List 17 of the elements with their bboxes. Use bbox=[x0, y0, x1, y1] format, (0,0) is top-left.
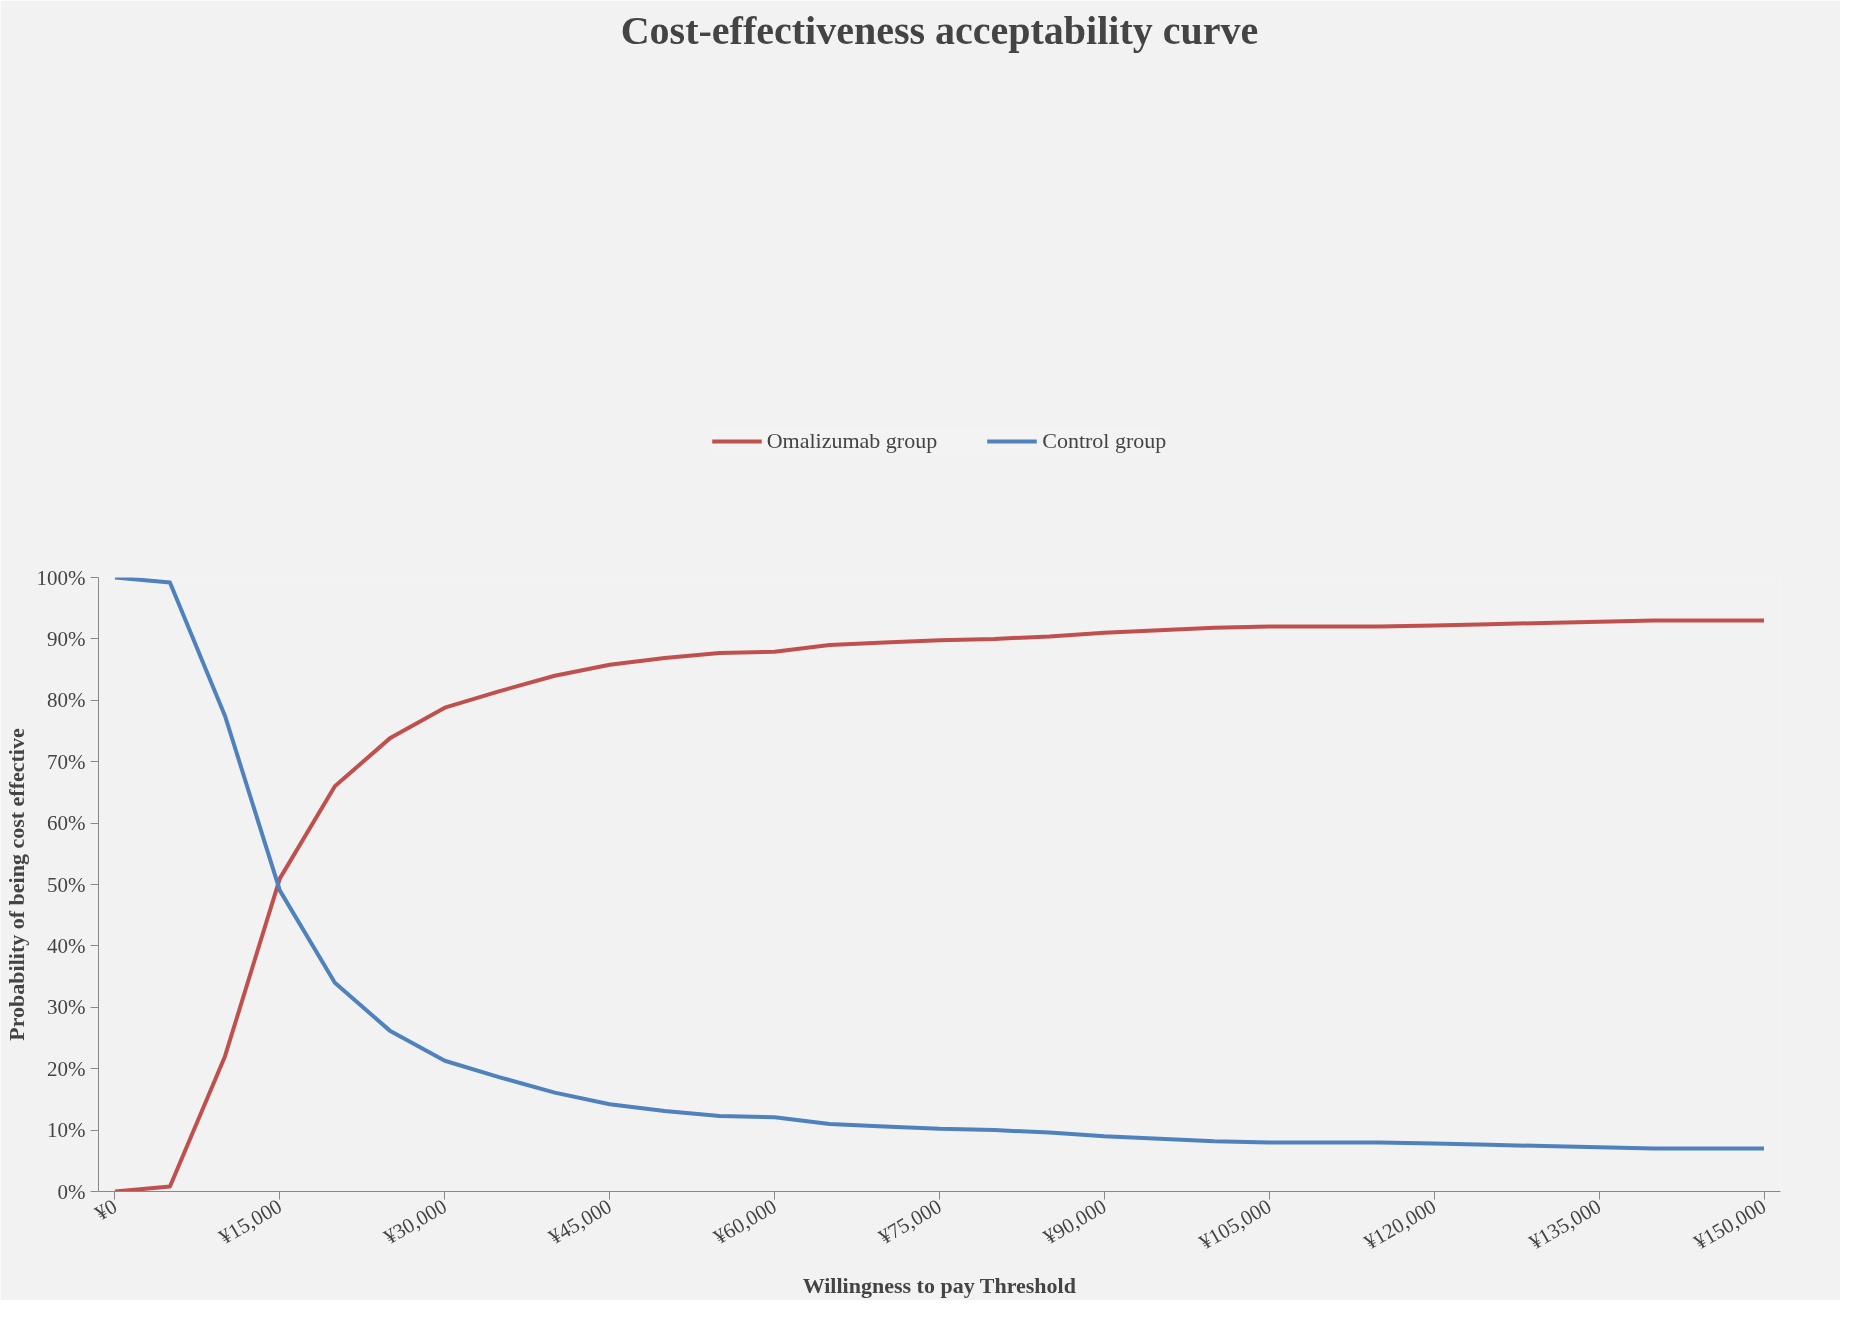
y-tick-label: 0% bbox=[57, 1179, 86, 1204]
y-tick-label: 70% bbox=[47, 749, 86, 774]
y-tick-label: 100% bbox=[36, 565, 86, 590]
x-axis-title: Willingness to pay Threshold bbox=[802, 1272, 1076, 1298]
y-tick-label: 80% bbox=[47, 688, 86, 713]
y-tick-label: 60% bbox=[47, 811, 86, 836]
y-tick-label: 40% bbox=[47, 933, 86, 958]
y-tick-label: 10% bbox=[47, 1118, 86, 1143]
y-tick-label: 20% bbox=[47, 1056, 86, 1081]
legend-label: Omalizumab group bbox=[766, 427, 938, 454]
legend-label: Control group bbox=[1042, 427, 1167, 454]
y-tick-label: 90% bbox=[47, 626, 86, 651]
y-tick-label: 50% bbox=[47, 872, 86, 897]
y-tick-label: 30% bbox=[47, 995, 86, 1020]
y-axis-title: Probability of being cost effective bbox=[3, 728, 29, 1041]
x-tick-label: ¥0 bbox=[90, 1194, 121, 1226]
chart-title: Cost-effectiveness acceptability curve bbox=[620, 7, 1259, 53]
